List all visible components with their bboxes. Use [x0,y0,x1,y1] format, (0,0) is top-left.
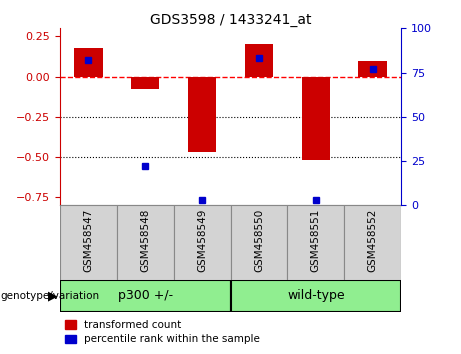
Bar [358,61,387,76]
Title: GDS3598 / 1433241_at: GDS3598 / 1433241_at [150,13,311,27]
Text: GSM458548: GSM458548 [140,209,150,273]
Bar [245,44,273,76]
Bar [60,205,117,280]
Bar [60,280,230,312]
Bar [74,48,102,76]
Text: GSM458552: GSM458552 [367,209,378,273]
Text: GSM458550: GSM458550 [254,209,264,272]
Bar [287,205,344,280]
Bar [301,76,330,160]
Legend: transformed count, percentile rank within the sample: transformed count, percentile rank withi… [65,320,260,344]
Text: GSM458551: GSM458551 [311,209,321,273]
Bar [230,280,401,312]
Text: genotype/variation: genotype/variation [0,291,99,301]
Text: GSM458549: GSM458549 [197,209,207,273]
Bar [344,205,401,280]
Text: ▶: ▶ [48,289,58,302]
Text: wild-type: wild-type [287,289,344,302]
Text: p300 +/-: p300 +/- [118,289,173,302]
Bar [230,205,287,280]
Text: GSM458547: GSM458547 [83,209,94,273]
Bar [174,205,230,280]
Bar [188,76,216,152]
Bar [131,76,160,90]
Bar [117,205,174,280]
